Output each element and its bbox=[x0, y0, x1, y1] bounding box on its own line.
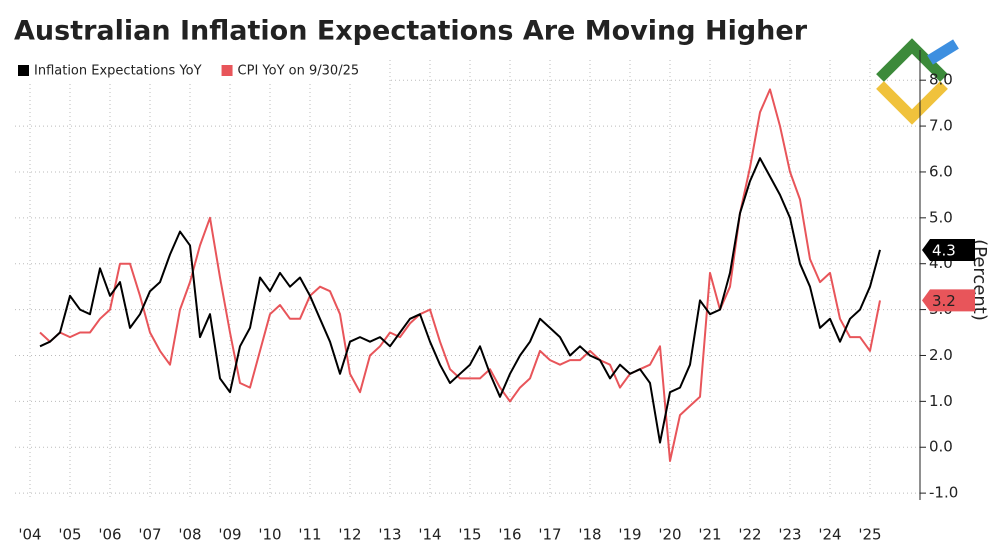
x-tick-label: '24 bbox=[818, 526, 841, 544]
end-label: 3.2 bbox=[932, 292, 956, 310]
y-tick-label: 2.0 bbox=[929, 346, 953, 364]
x-tick-label: '23 bbox=[778, 526, 801, 544]
y-tick-label: 5.0 bbox=[929, 208, 953, 226]
x-tick-label: '08 bbox=[178, 526, 201, 544]
x-tick-label: '21 bbox=[698, 526, 721, 544]
x-tick-label: '09 bbox=[218, 526, 241, 544]
logo bbox=[876, 38, 959, 125]
x-tick-label: '04 bbox=[18, 526, 41, 544]
end-label-box bbox=[922, 289, 975, 312]
legend-label: Inflation Expectations YoY bbox=[34, 64, 202, 79]
end-label: 4.3 bbox=[932, 241, 956, 259]
series-line bbox=[39, 88, 881, 462]
chart-title: Australian Inflation Expectations Are Mo… bbox=[14, 16, 808, 47]
x-tick-label: '14 bbox=[418, 526, 441, 544]
x-tick-label: '13 bbox=[378, 526, 401, 544]
x-tick-label: '17 bbox=[538, 526, 561, 544]
legend-swatch bbox=[221, 65, 233, 76]
x-tick-label: '12 bbox=[338, 526, 361, 544]
x-tick-label: '10 bbox=[258, 526, 281, 544]
x-tick-label: '07 bbox=[138, 526, 161, 544]
x-tick-label: '20 bbox=[658, 526, 681, 544]
legend-bg bbox=[10, 59, 388, 83]
x-tick-label: '06 bbox=[98, 526, 121, 544]
x-tick-label: '18 bbox=[578, 526, 601, 544]
y-tick-label: 1.0 bbox=[929, 392, 953, 410]
y-tick-label: 0.0 bbox=[929, 438, 953, 456]
x-tick-label: '05 bbox=[58, 526, 81, 544]
y-tick-label: -1.0 bbox=[929, 484, 958, 502]
x-tick-label: '25 bbox=[858, 526, 881, 544]
legend-label: CPI YoY on 9/30/25 bbox=[238, 64, 360, 79]
x-tick-label: '11 bbox=[298, 526, 321, 544]
y-tick-label: 6.0 bbox=[929, 162, 953, 180]
y-tick-label: 7.0 bbox=[929, 117, 953, 135]
y-tick-label: 8.0 bbox=[929, 71, 953, 89]
x-tick-label: '22 bbox=[738, 526, 761, 544]
x-tick-label: '16 bbox=[498, 526, 521, 544]
legend-swatch bbox=[18, 65, 29, 76]
x-tick-label: '15 bbox=[458, 526, 481, 544]
x-tick-label: '19 bbox=[618, 526, 641, 544]
series-line bbox=[39, 157, 881, 444]
end-label-box bbox=[922, 238, 975, 261]
